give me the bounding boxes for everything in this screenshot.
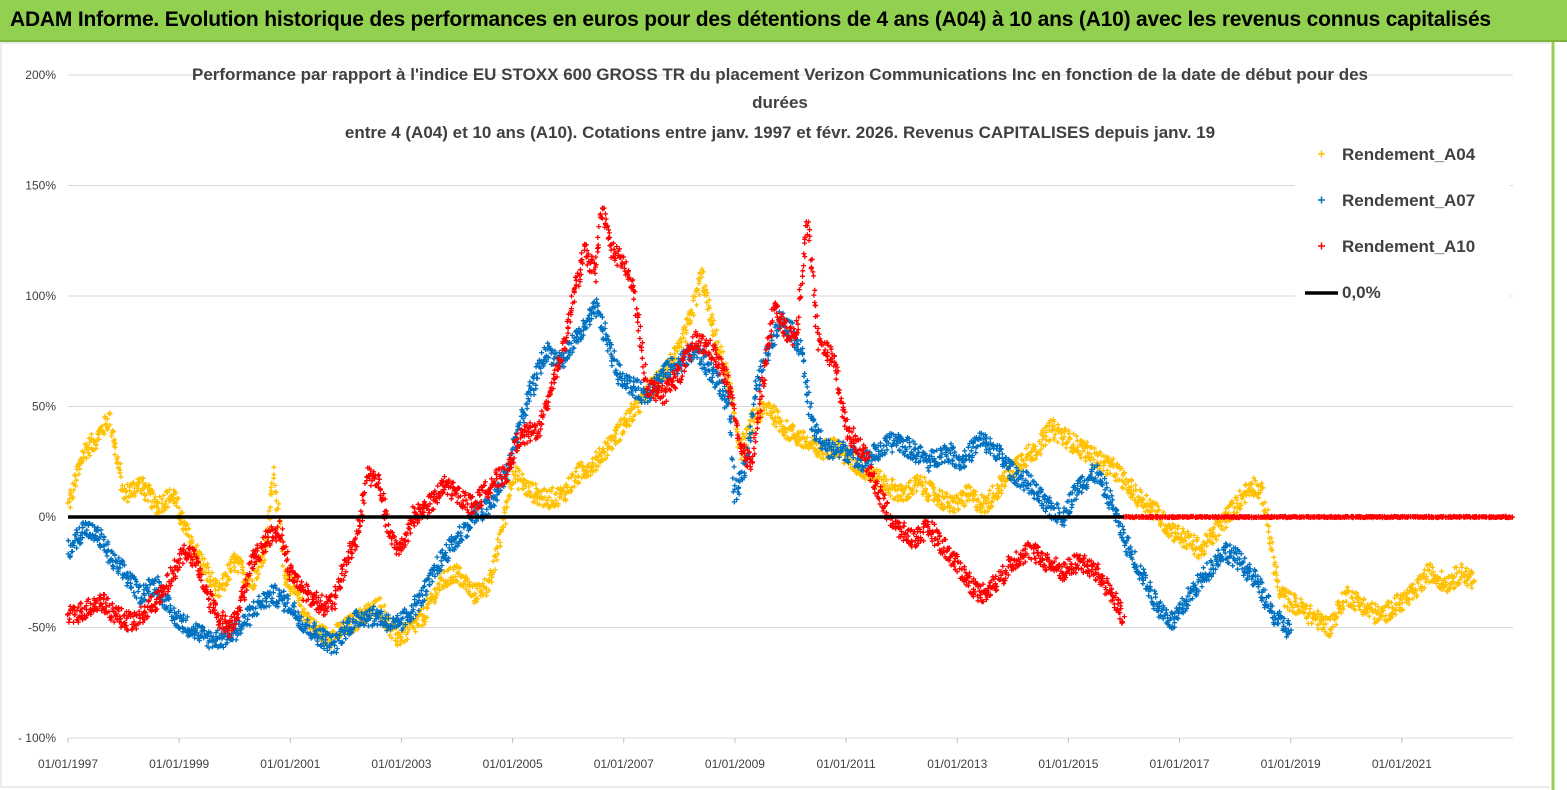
chart-frame: [0, 42, 1567, 790]
y-tick-label: 150%: [25, 179, 56, 193]
x-tick-label: 01/01/2001: [260, 757, 320, 771]
chart-title-line: durées: [752, 93, 808, 112]
x-tick-label: 01/01/2005: [483, 757, 543, 771]
x-tick-label: 01/01/2019: [1261, 757, 1321, 771]
report-title: ADAM Informe. Evolution historique des p…: [10, 8, 1491, 31]
legend-plus-marker: [1318, 150, 1325, 158]
legend-plus-marker: [1318, 196, 1325, 204]
y-tick-label: - 100%: [18, 731, 56, 745]
x-tick-label: 01/01/2011: [816, 757, 875, 771]
series-Rendement_A10_zero: [1121, 513, 1515, 521]
legend-box: [1295, 140, 1510, 318]
x-tick-label: 01/01/2013: [927, 757, 987, 771]
x-tick-label: 01/01/2015: [1038, 757, 1098, 771]
legend-label: Rendement_A07: [1342, 191, 1475, 210]
y-tick-label: 100%: [25, 289, 56, 303]
performance-chart: Performance par rapport à l'indice EU ST…: [0, 42, 1567, 790]
report-banner: ADAM Informe. Evolution historique des p…: [0, 0, 1567, 42]
legend-label: Rendement_A04: [1342, 145, 1476, 164]
chart-legend: Rendement_A04 Rendement_A07 Rendement_A10 0…: [1295, 140, 1510, 318]
y-tick-label: 200%: [25, 68, 56, 82]
data-series: [65, 205, 1515, 656]
chart-title-line: Performance par rapport à l'indice EU ST…: [192, 65, 1368, 84]
x-tick-label: 01/01/2009: [705, 757, 765, 771]
x-tick-label: 01/01/2007: [594, 757, 654, 771]
x-tick-label: 01/01/2021: [1372, 757, 1432, 771]
legend-plus-marker: [1318, 242, 1325, 250]
series-markers: [1121, 513, 1515, 521]
y-axis-ticks: 200% 150% 100% 50% 0% -50% - 100%: [18, 68, 56, 745]
y-tick-label: -50%: [28, 621, 56, 635]
x-axis-ticks: 01/01/1997 01/01/1999 01/01/2001 01/01/2003…: [38, 738, 1432, 771]
x-tick-label: 01/01/1999: [149, 757, 209, 771]
chart-title-line: entre 4 (A04) et 10 ans (A10). Cotations…: [345, 123, 1215, 142]
chart-title: Performance par rapport à l'indice EU ST…: [192, 65, 1368, 142]
x-tick-label: 01/01/1997: [38, 757, 98, 771]
y-tick-label: 0%: [39, 510, 57, 524]
legend-label: Rendement_A10: [1342, 237, 1475, 256]
chart-area: Performance par rapport à l'indice EU ST…: [0, 42, 1567, 790]
x-tick-label: 01/01/2017: [1150, 757, 1210, 771]
y-tick-label: 50%: [32, 400, 56, 414]
legend-label: 0,0%: [1342, 283, 1381, 302]
x-tick-label: 01/01/2003: [371, 757, 431, 771]
